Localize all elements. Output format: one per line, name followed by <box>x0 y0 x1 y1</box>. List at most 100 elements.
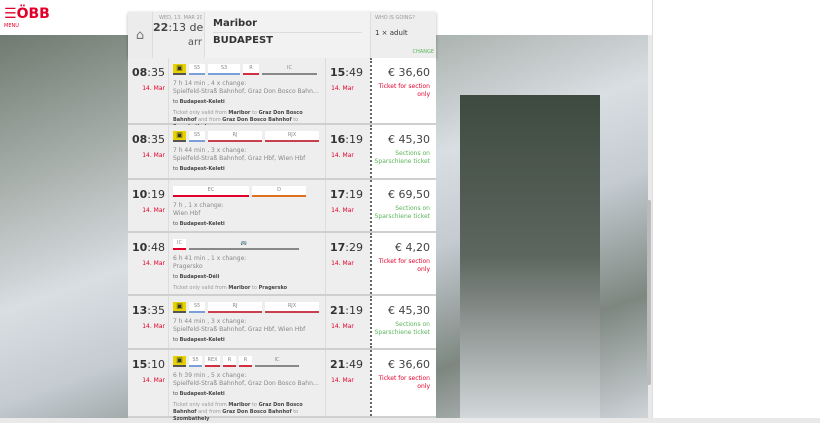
arrival: 21:19 14. Mar <box>325 296 370 348</box>
departure-date: 14. Mar <box>142 207 165 214</box>
train-segment: 🚌 <box>189 239 299 250</box>
train-segment: S5 <box>189 131 205 142</box>
train-segment: R <box>243 64 259 75</box>
price: € 69,50 <box>388 188 430 201</box>
price: € 36,60 <box>388 66 430 79</box>
train-segment: R <box>239 356 252 367</box>
price: € 4,20 <box>395 241 430 254</box>
train-segment: S3 <box>208 64 240 75</box>
connection-details: IC 🚌 6 h 41 min , 1 x change: Pragersko t… <box>168 233 325 294</box>
arrival: 21:49 14. Mar <box>325 350 370 416</box>
right-pane <box>652 0 820 418</box>
connection-list: 08:35 14. Mar ▣ S5 S3 R IC 7 h 14 min , 4 x c… <box>128 58 436 422</box>
passengers: WHO IS GOING? 1 × adult CHANGE <box>370 12 436 58</box>
departure-date: 14. Mar <box>142 260 165 267</box>
bus-icon: ▣ <box>173 356 186 367</box>
departure: 10:19 14. Mar <box>128 180 168 231</box>
change-passengers-button[interactable]: CHANGE <box>412 49 434 55</box>
connection-row[interactable]: 13:35 14. Mar ▣ S5 RJ RJX 7 h 44 min , 3 x c… <box>128 296 436 350</box>
connection-row[interactable]: 08:35 14. Mar ▣ S5 RJ RJX 7 h 44 min , 3 x c… <box>128 125 436 180</box>
segments-bar: ▣ S5 S3 R IC <box>173 64 321 75</box>
ticket-status: Sections on Sparschiene ticket <box>374 321 430 336</box>
departure: 08:35 14. Mar <box>128 58 168 123</box>
duration-changes: 7 h , 1 x change: <box>173 202 224 209</box>
connection-row[interactable]: 08:35 14. Mar ▣ S5 S3 R IC 7 h 14 min , 4 x c… <box>128 58 436 130</box>
menu-icon[interactable]: ☰ <box>4 6 17 22</box>
via-stations: Pragersko <box>173 263 203 270</box>
results-panel: ⌂ WED, 13. MAR 2019 22:13 dep arr Maribo… <box>128 12 436 422</box>
train-segment: S5 <box>189 302 205 313</box>
departure-date: 14. Mar <box>142 377 165 384</box>
travel-date: WED, 13. MAR 2019 <box>159 15 202 21</box>
departure-date: 14. Mar <box>142 152 165 159</box>
from-station[interactable]: Maribor <box>213 18 362 33</box>
destination: to Budapest-Déli <box>173 274 220 280</box>
duration-changes: 6 h 39 min , 5 x change: <box>173 372 247 379</box>
price-cell[interactable]: € 45,30 Sections on Sparschiene ticket <box>370 296 436 348</box>
duration-changes: 7 h 14 min , 4 x change: <box>173 80 247 87</box>
via-stations: Spielfeld-Straß Bahnhof, Graz Hbf, Wien … <box>173 326 306 333</box>
train-segment: R <box>223 356 236 367</box>
segments-bar: IC 🚌 <box>173 239 321 250</box>
route-fields: Maribor BUDAPEST <box>204 12 370 58</box>
connection-details: ▣ S5 RJ RJX 7 h 44 min , 3 x change: Spielf… <box>168 125 325 178</box>
segments-bar: EC D <box>173 186 321 197</box>
price-cell[interactable]: € 4,20 Ticket for section only <box>370 233 436 294</box>
train-segment: REX <box>205 356 220 367</box>
connection-details: ▣ S5 REX R R IC 6 h 39 min , 5 x change: Spie… <box>168 350 325 422</box>
departure-date: 14. Mar <box>142 85 165 92</box>
duration-changes: 7 h 44 min , 3 x change: <box>173 318 247 325</box>
ticket-status: Sections on Sparschiene ticket <box>374 205 430 220</box>
ticket-status: Sections on Sparschiene ticket <box>374 150 430 165</box>
obb-logo[interactable]: ☰ÖBB MENU <box>4 6 50 29</box>
segments-bar: ▣ S5 RJ RJX <box>173 131 321 142</box>
scrollbar[interactable] <box>647 200 651 385</box>
price: € 45,30 <box>388 304 430 317</box>
train-segment: EC <box>173 186 249 197</box>
departure: 13:35 14. Mar <box>128 296 168 348</box>
train-segment: IC <box>173 239 186 250</box>
price-cell[interactable]: € 36,60 Ticket for section only <box>370 58 436 123</box>
price-cell[interactable]: € 36,60 Ticket for section only <box>370 350 436 416</box>
who-label: WHO IS GOING? <box>375 15 416 21</box>
train-segment: IC <box>255 356 299 367</box>
duration-changes: 6 h 41 min , 1 x change: <box>173 255 247 262</box>
arr-toggle[interactable]: arr <box>187 37 202 48</box>
arrival-date: 14. Mar <box>331 85 354 92</box>
to-station[interactable]: BUDAPEST <box>213 35 273 46</box>
arrival-date: 14. Mar <box>331 207 354 214</box>
train-segment: RJ <box>208 302 262 313</box>
ticket-validity-note: Ticket only valid from Maribor to Prager… <box>173 285 288 291</box>
train-segment: RJX <box>265 131 319 142</box>
via-stations: Spielfeld-Straß Bahnhof, Graz Don Bosco … <box>173 88 321 95</box>
departure: 10:48 14. Mar <box>128 233 168 294</box>
passenger-count: 1 × adult <box>375 29 408 37</box>
arrival-date: 14. Mar <box>331 260 354 267</box>
ticket-status: Ticket for section only <box>378 258 430 273</box>
destination: to Budapest-Keleti <box>173 391 225 397</box>
home-button[interactable]: ⌂ <box>128 12 152 58</box>
price-cell[interactable]: € 69,50 Sections on Sparschiene ticket <box>370 180 436 231</box>
connection-details: ▣ S5 RJ RJX 7 h 44 min , 3 x change: Spielf… <box>168 296 325 348</box>
destination: to Budapest-Keleti <box>173 166 225 172</box>
departure: 15:10 14. Mar <box>128 350 168 416</box>
date-time-selector[interactable]: WED, 13. MAR 2019 22:13 dep arr <box>152 12 210 58</box>
train-segment: S5 <box>189 64 205 75</box>
connection-row[interactable]: 10:19 14. Mar EC D 7 h , 1 x change: Wien … <box>128 180 436 233</box>
time-minute: :13 <box>168 21 187 34</box>
menu-label[interactable]: MENU <box>4 23 19 29</box>
arrival: 15:49 14. Mar <box>325 58 370 123</box>
price-cell[interactable]: € 45,30 Sections on Sparschiene ticket <box>370 125 436 178</box>
arrival-date: 14. Mar <box>331 323 354 330</box>
connection-details: EC D 7 h , 1 x change: Wien Hbf to Budape… <box>168 180 325 231</box>
bus-icon: ▣ <box>173 131 186 142</box>
connection-row[interactable]: 10:48 14. Mar IC 🚌 6 h 41 min , 1 x change… <box>128 233 436 296</box>
destination: to Budapest-Keleti <box>173 99 225 105</box>
arrival: 16:19 14. Mar <box>325 125 370 178</box>
duration-changes: 7 h 44 min , 3 x change: <box>173 147 247 154</box>
home-icon: ⌂ <box>135 27 145 43</box>
ticket-validity-note: Ticket only valid from Maribor to Graz D… <box>173 402 303 422</box>
segments-bar: ▣ S5 RJ RJX <box>173 302 321 313</box>
connection-row[interactable]: 15:10 14. Mar ▣ S5 REX R R IC 6 h 39 min , 5 x… <box>128 350 436 422</box>
bus-icon: ▣ <box>173 302 186 313</box>
